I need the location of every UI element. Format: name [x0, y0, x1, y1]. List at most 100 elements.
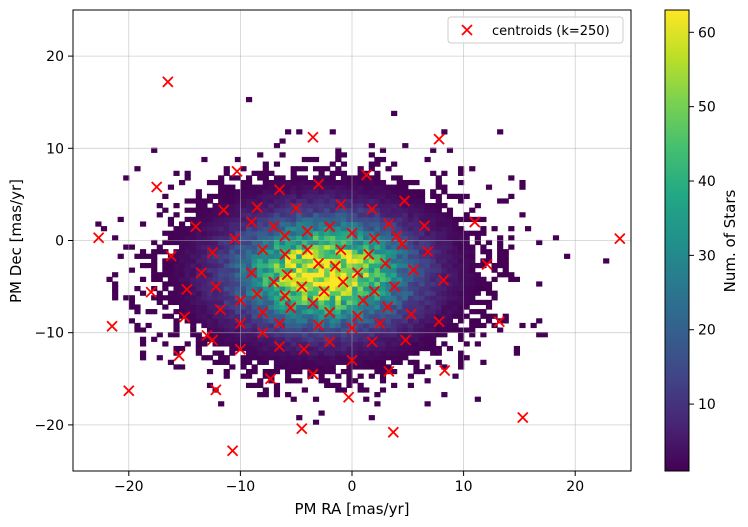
density-cell	[391, 221, 398, 227]
density-cell	[352, 221, 359, 227]
density-cell	[290, 290, 297, 296]
density-cell	[374, 364, 381, 370]
density-cell	[379, 286, 387, 292]
density-cell	[251, 332, 258, 338]
density-cell	[441, 267, 448, 273]
density-cell	[374, 189, 381, 195]
density-cell	[173, 212, 180, 218]
density-cell	[190, 276, 197, 282]
density-cell	[368, 235, 375, 241]
density-cell	[296, 327, 303, 333]
density-cell	[463, 295, 470, 301]
density-cell	[206, 262, 214, 269]
density-cell	[402, 253, 409, 259]
density-cell	[279, 332, 286, 338]
density-cell	[324, 332, 331, 338]
density-cell	[324, 304, 331, 310]
density-cell	[218, 244, 225, 250]
centroid-point	[343, 391, 355, 403]
density-cell	[346, 221, 353, 227]
density-cell	[335, 355, 342, 361]
density-cell	[290, 184, 297, 190]
density-cell	[391, 212, 398, 218]
density-cell	[167, 184, 175, 190]
density-cell	[357, 336, 364, 342]
density-cell	[257, 184, 264, 190]
density-cell	[368, 373, 375, 379]
density-cell	[458, 226, 465, 232]
density-cell	[391, 262, 398, 269]
density-cell	[173, 239, 180, 246]
density-cell	[279, 336, 286, 342]
density-cell	[396, 332, 403, 338]
density-cell	[469, 207, 476, 213]
density-cell	[335, 322, 342, 329]
density-cell	[374, 313, 381, 319]
density-cell	[279, 212, 286, 218]
density-cell	[324, 276, 331, 282]
density-cell	[430, 281, 437, 287]
density-cell	[273, 272, 281, 278]
density-cell	[430, 221, 437, 227]
density-cell	[402, 295, 409, 301]
density-cell	[206, 198, 214, 204]
density-cell	[218, 336, 225, 342]
density-cell	[257, 253, 264, 259]
density-cell	[190, 295, 197, 301]
density-cell	[262, 175, 269, 181]
density-cell	[413, 207, 420, 213]
density-cell	[290, 258, 297, 264]
density-cell	[251, 345, 258, 352]
density-cell	[262, 272, 269, 278]
density-cell	[290, 235, 297, 241]
centroid-point	[178, 311, 191, 323]
density-cell	[307, 207, 314, 213]
density-cell	[212, 216, 219, 223]
density-cell	[296, 322, 303, 329]
density-cell	[229, 267, 236, 273]
density-cell	[290, 286, 297, 292]
density-cell	[245, 281, 253, 287]
density-cell	[374, 230, 381, 236]
density-cell	[212, 221, 219, 227]
density-cell	[424, 207, 431, 213]
density-cell	[285, 267, 292, 273]
density-cell	[418, 272, 426, 278]
density-cell	[290, 318, 297, 324]
density-cell	[296, 272, 303, 278]
density-cell	[212, 322, 219, 329]
density-cell	[346, 184, 353, 190]
density-cell	[469, 295, 476, 301]
density-cell	[218, 216, 225, 223]
density-cell	[195, 203, 202, 209]
density-cell	[513, 345, 520, 352]
density-cell	[307, 179, 314, 186]
density-cell	[206, 368, 214, 375]
centroid-point	[93, 232, 105, 244]
density-cell	[402, 207, 409, 213]
density-cell	[363, 189, 370, 195]
density-cell	[229, 286, 236, 292]
density-cell	[268, 332, 275, 338]
density-cell	[206, 304, 214, 310]
density-cell	[418, 189, 426, 195]
centroid-point	[351, 310, 364, 322]
density-cell	[201, 230, 208, 236]
density-cell	[363, 226, 370, 232]
density-cell	[190, 304, 197, 310]
density-cell	[441, 253, 448, 259]
density-cell	[301, 364, 308, 370]
density-cell	[363, 272, 370, 278]
density-cell	[285, 258, 292, 264]
density-cell	[340, 207, 348, 213]
density-cell	[318, 373, 325, 379]
density-cell	[324, 230, 331, 236]
density-cell	[190, 327, 197, 333]
density-cell	[268, 216, 275, 223]
density-cell	[324, 207, 331, 213]
density-cell	[318, 410, 325, 416]
density-cell	[307, 281, 314, 287]
density-cell	[290, 253, 297, 259]
density-cell	[190, 253, 197, 259]
density-cell	[391, 198, 398, 204]
